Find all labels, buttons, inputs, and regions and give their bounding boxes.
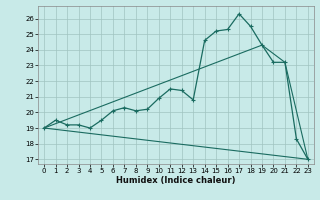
X-axis label: Humidex (Indice chaleur): Humidex (Indice chaleur) <box>116 176 236 185</box>
